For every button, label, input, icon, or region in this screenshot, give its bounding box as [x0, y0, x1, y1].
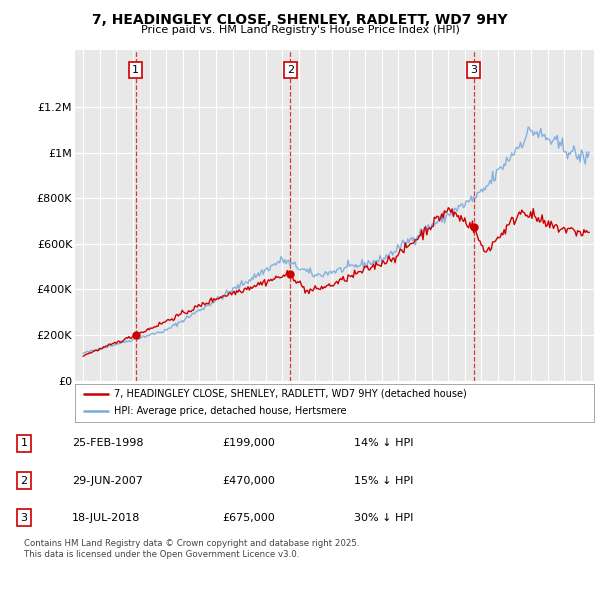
- Text: 15% ↓ HPI: 15% ↓ HPI: [354, 476, 413, 486]
- Text: 25-FEB-1998: 25-FEB-1998: [72, 438, 143, 448]
- Text: 29-JUN-2007: 29-JUN-2007: [72, 476, 143, 486]
- Text: 2: 2: [20, 476, 28, 486]
- Text: 2: 2: [287, 65, 294, 75]
- Text: £675,000: £675,000: [222, 513, 275, 523]
- Text: Contains HM Land Registry data © Crown copyright and database right 2025.
This d: Contains HM Land Registry data © Crown c…: [24, 539, 359, 559]
- Text: HPI: Average price, detached house, Hertsmere: HPI: Average price, detached house, Hert…: [114, 407, 346, 417]
- Text: 14% ↓ HPI: 14% ↓ HPI: [354, 438, 413, 448]
- Text: 1: 1: [132, 65, 139, 75]
- Text: 30% ↓ HPI: 30% ↓ HPI: [354, 513, 413, 523]
- Text: 3: 3: [470, 65, 477, 75]
- Text: 3: 3: [20, 513, 28, 523]
- Text: £470,000: £470,000: [222, 476, 275, 486]
- Text: 18-JUL-2018: 18-JUL-2018: [72, 513, 140, 523]
- Text: £199,000: £199,000: [222, 438, 275, 448]
- Text: 7, HEADINGLEY CLOSE, SHENLEY, RADLETT, WD7 9HY: 7, HEADINGLEY CLOSE, SHENLEY, RADLETT, W…: [92, 13, 508, 27]
- Text: Price paid vs. HM Land Registry's House Price Index (HPI): Price paid vs. HM Land Registry's House …: [140, 25, 460, 35]
- Text: 1: 1: [20, 438, 28, 448]
- Text: 7, HEADINGLEY CLOSE, SHENLEY, RADLETT, WD7 9HY (detached house): 7, HEADINGLEY CLOSE, SHENLEY, RADLETT, W…: [114, 389, 467, 399]
